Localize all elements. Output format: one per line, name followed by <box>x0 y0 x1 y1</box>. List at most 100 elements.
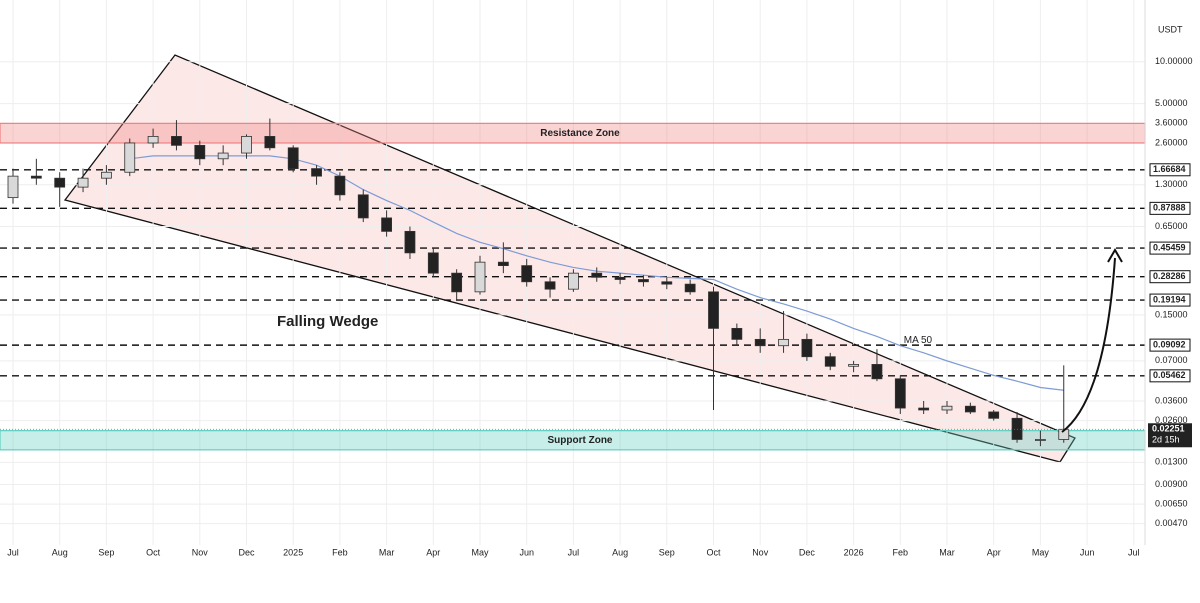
candle-body <box>941 405 953 411</box>
candle-body <box>591 272 603 278</box>
x-tick-label: 2025 <box>283 547 303 557</box>
x-tick-label: Dec <box>238 547 255 557</box>
level-box <box>1149 338 1191 352</box>
candle-body <box>824 356 836 367</box>
candle-body <box>241 135 252 154</box>
x-tick-label: 2026 <box>844 547 864 557</box>
y-tick-label: 0.07000 <box>1155 355 1188 365</box>
y-tick-label: 0.01300 <box>1155 457 1188 467</box>
plot-layer: 10.00000 5.00000 3.60000 2.60000 1.30000 0.65… <box>0 0 1193 557</box>
candle-body <box>497 261 509 267</box>
candle-body <box>708 291 719 329</box>
candle-body <box>778 338 789 347</box>
x-tick-label: Oct <box>146 547 161 557</box>
level-box <box>1149 270 1191 284</box>
candle-body <box>287 147 299 169</box>
candle-body <box>894 378 906 409</box>
last-price-label: 0.02251 <box>1152 424 1185 434</box>
candle-body <box>521 265 533 283</box>
pattern-label: Falling Wedge <box>277 313 378 330</box>
candle-body <box>264 135 276 149</box>
level-label: 0.09092 <box>1153 339 1186 349</box>
candle-body <box>1035 439 1046 441</box>
candle-body <box>474 261 486 293</box>
candle-body <box>77 177 89 188</box>
level-label: 0.87888 <box>1153 203 1186 213</box>
candle-body <box>101 171 112 179</box>
x-tick-label: Sep <box>98 547 114 557</box>
y-tick-label: 10.00000 <box>1155 56 1193 66</box>
candle-body <box>661 281 673 285</box>
y-tick-label: 0.00900 <box>1155 479 1188 489</box>
x-tick-label: Nov <box>192 547 209 557</box>
zone-label: Resistance Zone <box>540 128 620 139</box>
zone-label: Support Zone <box>548 435 613 446</box>
candle-body <box>848 364 859 367</box>
y-tick-label: 0.00650 <box>1155 499 1188 509</box>
y-tick-label: 5.00000 <box>1155 98 1188 108</box>
candle-body <box>7 175 19 199</box>
x-tick-label: Jul <box>568 547 580 557</box>
x-tick-label: Aug <box>612 547 628 557</box>
x-tick-label: Nov <box>752 547 769 557</box>
candle-body <box>171 135 182 146</box>
x-tick-label: Aug <box>52 547 68 557</box>
candle-body <box>451 272 463 293</box>
candle-body <box>544 281 556 290</box>
y-tick-label: 0.02600 <box>1155 415 1188 425</box>
candle-body <box>30 175 42 179</box>
candle-body <box>684 283 696 293</box>
level-box <box>1149 201 1191 215</box>
x-tick-label: Jun <box>1080 547 1095 557</box>
candle-body <box>311 168 322 177</box>
x-tick-label: Dec <box>799 547 816 557</box>
y-tick-label: 0.15000 <box>1155 309 1188 319</box>
level-label: 0.19194 <box>1153 294 1186 304</box>
y-tick-label: 3.60000 <box>1155 118 1188 128</box>
y-tick-label: 0.65000 <box>1155 221 1188 231</box>
candle-body <box>54 177 66 188</box>
series-label: MA 50 <box>904 335 933 346</box>
candle-body <box>918 407 930 411</box>
x-tick-label: Feb <box>893 547 909 557</box>
x-tick-label: Oct <box>706 547 721 557</box>
candle-body <box>964 405 976 413</box>
last-price-box <box>1148 423 1192 448</box>
x-tick-label: Jul <box>1128 547 1140 557</box>
y-tick-label: 0.00470 <box>1155 518 1188 528</box>
candle-body <box>334 175 346 196</box>
candle-body <box>217 152 229 160</box>
candle-body <box>754 338 766 347</box>
x-tick-label: Sep <box>659 547 675 557</box>
candle-body <box>124 142 136 173</box>
y-tick-label: 1.30000 <box>1155 179 1188 189</box>
candle-body <box>638 279 649 283</box>
arrow-head <box>1107 248 1123 263</box>
countdown-label: 2d 15h <box>1152 435 1180 445</box>
candle-body <box>147 135 159 144</box>
level-box <box>1149 241 1191 255</box>
x-tick-label: Jun <box>519 547 534 557</box>
x-tick-label: Apr <box>987 547 1001 557</box>
candle-body <box>988 411 1000 419</box>
x-tick-label: Mar <box>939 547 955 557</box>
level-box <box>1149 163 1191 177</box>
level-label: 0.05462 <box>1153 370 1186 380</box>
level-box <box>1149 293 1191 307</box>
candle-body <box>1058 428 1070 440</box>
x-tick-label: Apr <box>426 547 440 557</box>
candle-body <box>357 194 369 219</box>
candle-body <box>404 230 416 254</box>
x-tick-label: May <box>1032 547 1050 557</box>
y-tick-label: 0.03600 <box>1155 395 1188 405</box>
candle-body <box>427 252 439 274</box>
x-tick-label: Jul <box>7 547 19 557</box>
candle-body <box>614 276 626 280</box>
unit-label: USDT <box>1158 24 1183 34</box>
level-label: 0.28286 <box>1153 271 1186 281</box>
x-tick-label: Mar <box>379 547 395 557</box>
x-tick-label: May <box>471 547 489 557</box>
candle-body <box>801 338 813 358</box>
